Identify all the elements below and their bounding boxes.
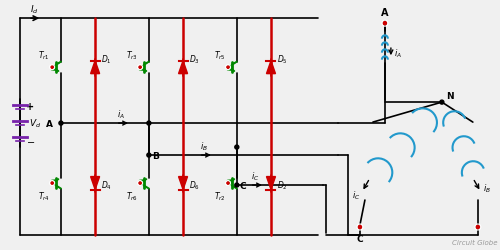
Circle shape [226,66,230,70]
Polygon shape [178,177,188,190]
Circle shape [235,146,239,150]
Text: $D_6$: $D_6$ [189,179,200,192]
Text: $i_B$: $i_B$ [483,182,491,194]
Text: $T_{r5}$: $T_{r5}$ [214,50,226,62]
Text: B: B [152,151,158,160]
Polygon shape [90,177,100,190]
Circle shape [226,181,230,185]
Text: N: N [446,92,454,101]
Circle shape [476,224,480,230]
Polygon shape [90,62,100,74]
Circle shape [50,181,54,185]
Text: $D_4$: $D_4$ [101,179,112,192]
Text: $V_d$: $V_d$ [29,117,42,130]
Circle shape [382,22,388,26]
Text: +: + [26,102,34,112]
Text: $T_{r1}$: $T_{r1}$ [38,50,50,62]
Text: $D_5$: $D_5$ [277,54,287,66]
Text: A: A [46,119,53,128]
Text: C: C [240,181,246,190]
Circle shape [138,66,142,70]
Circle shape [440,101,444,105]
Circle shape [147,154,151,158]
Circle shape [235,183,239,187]
Text: $i_C$: $i_C$ [352,189,360,202]
Text: $i_A$: $i_A$ [117,108,125,120]
Text: $D_2$: $D_2$ [277,179,287,192]
Text: $I_d$: $I_d$ [30,4,38,16]
Circle shape [147,122,151,126]
Circle shape [50,66,54,70]
Polygon shape [266,177,276,190]
Circle shape [59,122,63,126]
Text: $-$: $-$ [26,136,36,145]
Circle shape [358,224,362,230]
Text: $i_B$: $i_B$ [200,140,208,152]
Polygon shape [266,62,276,74]
Text: C: C [356,234,363,243]
Text: $T_{r4}$: $T_{r4}$ [38,189,50,202]
Text: $T_{r2}$: $T_{r2}$ [214,189,226,202]
Text: $i_C$: $i_C$ [250,170,259,182]
Text: $T_{r3}$: $T_{r3}$ [126,50,138,62]
Text: $T_{r6}$: $T_{r6}$ [126,189,138,202]
Text: $D_1$: $D_1$ [101,54,112,66]
Text: $i_A$: $i_A$ [394,48,402,60]
Text: $D_3$: $D_3$ [189,54,200,66]
Text: A: A [381,8,388,18]
Circle shape [138,181,142,185]
Polygon shape [178,62,188,74]
Text: Circuit Globe: Circuit Globe [452,239,498,245]
